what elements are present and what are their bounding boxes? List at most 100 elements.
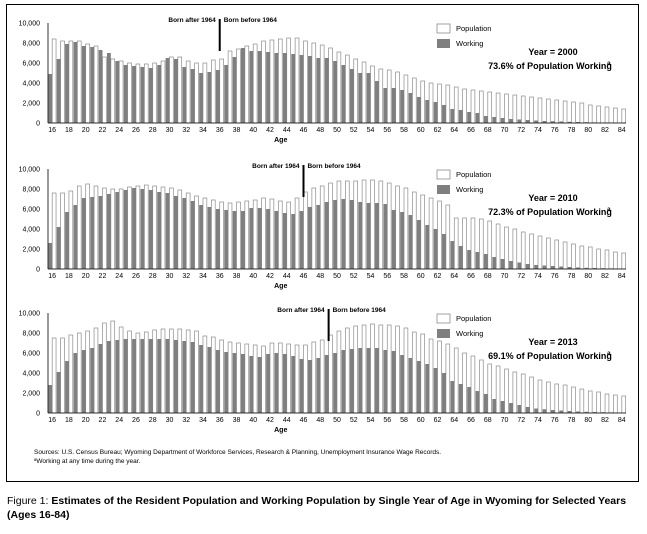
chart-1-population-bar xyxy=(412,77,417,124)
chart-3-working-bar xyxy=(98,344,103,413)
chart-3-working-bar xyxy=(341,350,346,413)
chart-1-x-tick-label: 58 xyxy=(400,127,408,134)
chart-1-population-bar xyxy=(613,107,618,124)
chart-2-x-tick-label: 66 xyxy=(467,273,475,280)
chart-2-working-bar xyxy=(458,246,463,269)
chart-2-x-tick-label: 30 xyxy=(166,273,174,280)
chart-2-working-bar xyxy=(115,192,120,269)
chart-3-population-bar xyxy=(60,337,65,414)
chart-3-population-bar xyxy=(596,391,601,414)
chart-1-working-bar xyxy=(400,90,405,123)
chart-3-population-bar xyxy=(194,330,199,414)
chart-2-population-bar xyxy=(185,192,191,270)
chart-1-working-bar xyxy=(291,54,296,123)
chart-1-population-bar xyxy=(520,95,526,124)
chart-2-population-bar xyxy=(361,179,367,270)
chart-2-working-bar xyxy=(375,203,379,269)
chart-2-working-bar xyxy=(299,211,304,269)
chart-1-working-bar xyxy=(358,73,363,123)
chart-3-working-bar xyxy=(291,356,296,413)
chart-2-population-bar xyxy=(336,180,342,270)
chart-1-x-tick-label: 28 xyxy=(149,127,157,134)
chart-3-x-tick-label: 36 xyxy=(216,417,224,424)
chart-2-working-bar xyxy=(257,208,262,269)
chart-2-working-bar xyxy=(358,202,363,269)
chart-3-legend-swatch-working xyxy=(437,329,450,338)
chart-2-working-bar xyxy=(517,262,522,269)
caption-text: Estimates of the Resident Population and… xyxy=(7,495,627,521)
chart-3-population-bar xyxy=(68,334,74,414)
charts-canvas: 0 2,000 4,000 6,000 8,000 10,000 16 18 20 22 24 26 2… xyxy=(19,17,627,434)
chart-1-population-bar xyxy=(244,45,250,124)
chart-1-working-bar xyxy=(333,61,337,123)
chart-2-population-bar xyxy=(345,180,350,270)
chart-1-population-bar xyxy=(110,58,116,124)
chart-3-y-tick-label: 4,000 xyxy=(22,371,40,378)
chart-2-working-bar xyxy=(132,188,136,269)
chart-3-legend-label-population: Population xyxy=(456,314,491,323)
chart-2-population-bar xyxy=(395,185,400,270)
chart-2-x-tick-label: 54 xyxy=(367,273,375,280)
chart-2-working-bar xyxy=(341,199,346,269)
chart-1-population-bar xyxy=(445,84,451,124)
chart-2-x-tick-label: 70 xyxy=(501,273,509,280)
chart-3-population-bar xyxy=(520,373,526,414)
chart-1-population-bar xyxy=(286,37,291,124)
chart-3-working-bar xyxy=(123,339,128,413)
chart-2-working-bar xyxy=(73,205,78,269)
chart-2-population-bar xyxy=(512,228,518,270)
chart-3-percent-label: 69.1% of Population Working xyxy=(488,351,612,361)
chart-1-population-bar xyxy=(437,83,442,124)
chart-3-working-bar xyxy=(299,359,304,413)
chart-2-population-bar xyxy=(51,192,57,270)
chart-2-population-bar xyxy=(470,217,476,270)
chart-3-working-bar xyxy=(567,411,572,413)
chart-1-working-bar xyxy=(567,121,572,123)
chart-1-population-bar xyxy=(395,71,400,124)
chart-2-working-bar xyxy=(90,197,95,269)
chart-3-working-bar xyxy=(266,354,270,413)
chart-2-population-bar xyxy=(487,220,492,270)
chart-3-working-bar xyxy=(358,348,363,413)
chart-1-x-tick-label: 64 xyxy=(450,127,458,134)
chart-3-population-bar xyxy=(370,323,375,414)
chart-3-x-tick-label: 56 xyxy=(383,417,391,424)
chart-1-working-bar xyxy=(525,120,530,123)
chart-3-population-bar xyxy=(613,394,618,414)
chart-2-working-bar xyxy=(467,250,472,269)
chart-2-percent-footnote-mark: a xyxy=(607,206,611,213)
chart-3-working-bar xyxy=(433,368,438,413)
chart-2-born-before-label: Born before 1964 xyxy=(307,163,360,170)
chart-3-x-tick-label: 24 xyxy=(115,417,123,424)
chart-2-population-bar xyxy=(194,195,199,270)
chart-1-born-before-label: Born before 1964 xyxy=(224,17,277,24)
chart-2-born-after-label: Born after 1964 xyxy=(252,163,300,170)
chart-2-x-tick-label: 84 xyxy=(618,273,626,280)
chart-3-working-bar xyxy=(215,350,220,413)
chart-1-x-tick-label: 48 xyxy=(316,127,324,134)
chart-3-working-bar xyxy=(559,410,564,413)
chart-1-cohort-divider xyxy=(218,19,221,51)
chart-1-population-bar xyxy=(194,62,199,124)
chart-3-x-tick-label: 38 xyxy=(233,417,241,424)
chart-1-percent-label: 73.6% of Population Working xyxy=(488,61,612,71)
chart-3-x-tick-label: 20 xyxy=(82,417,90,424)
chart-2-y-tick-label: 10,000 xyxy=(19,167,41,174)
chart-1-working-bar xyxy=(442,105,446,123)
chart-1-population-bar xyxy=(135,63,141,124)
chart-3-population-bar xyxy=(328,334,333,414)
chart-2-population-bar xyxy=(93,185,99,270)
chart-2-working-bar xyxy=(450,241,455,269)
chart-1-x-tick-label: 22 xyxy=(99,127,107,134)
chart-3-percent-footnote-mark: a xyxy=(607,350,611,357)
chart-3-population-bar xyxy=(479,359,484,414)
chart-3-population-bar xyxy=(110,320,116,414)
chart-2-population-bar xyxy=(244,200,250,270)
chart-2-population-bar xyxy=(479,218,484,270)
chart-1-x-tick-label: 32 xyxy=(182,127,190,134)
chart-1-x-tick-label: 60 xyxy=(417,127,425,134)
chart-1-x-tick-label: 66 xyxy=(467,127,475,134)
chart-3-x-tick-label: 54 xyxy=(367,417,375,424)
chart-2-working-bar xyxy=(567,267,572,269)
chart-3-population-bar xyxy=(76,332,82,414)
